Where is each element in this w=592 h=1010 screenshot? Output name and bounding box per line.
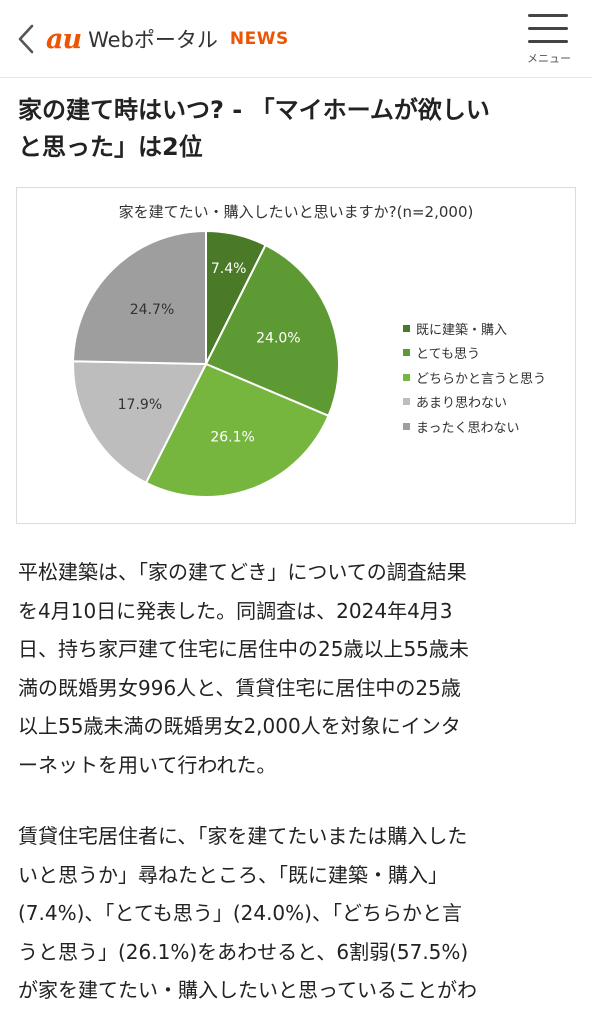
paragraph-line: 日、持ち家戸建て住宅に居住中の25歳以上55歳未	[18, 637, 469, 661]
menu-button[interactable]: メニュー	[520, 10, 578, 68]
pie-slice-label: 24.7%	[130, 302, 174, 318]
legend-item: とても思う	[403, 341, 546, 366]
pie-slice	[204, 243, 340, 418]
app-header: au Webポータル NEWS メニュー	[0, 0, 592, 78]
menu-label: メニュー	[527, 52, 571, 65]
article-title: 家の建て時はいつ? - 「マイホームが欲しい と思った」は2位	[18, 92, 578, 166]
pie-slice	[72, 360, 208, 485]
pie-chart: 7.4% 24.0% 26.1% 17.9% 24.7%	[72, 229, 340, 498]
logo-news: NEWS	[229, 29, 289, 49]
paragraph-line: (7.4%)、「とても思う」(24.0%)、「どちらかと言	[18, 901, 462, 925]
paragraph-line: を4月10日に発表した。同調査は、2024年4月3	[18, 598, 453, 623]
legend-label: まったく思わない	[416, 420, 520, 436]
article-title-line: 家の建て時はいつ? - 「マイホームが欲しい	[18, 96, 490, 124]
paragraph-line: うと思う」(26.1%)をあわせると、6割弱(57.5%)	[18, 939, 469, 964]
survey-chart: 家を建てたい・購入したいと思いますか?(n=2,000) 7.4% 24.0% 26…	[16, 187, 576, 524]
paragraph-line: 満の既婚男女996人と、賃貸住宅に居住中の25歳	[18, 675, 461, 700]
pie-slice	[72, 229, 207, 366]
pie-slice-label: 26.1%	[210, 429, 254, 445]
legend-item: 既に建築・購入	[403, 316, 546, 341]
paragraph-line: ーネットを用いて行われた。	[18, 752, 277, 777]
pie-slice-label: 7.4%	[211, 261, 247, 277]
article-paragraph-2: 賃貸住宅居住者に、「家を建てたいまたは購入した いと思うか」尋ねたところ、「既に建…	[18, 817, 580, 1010]
paragraph-line: 賃貸住宅居住者に、「家を建てたいまたは購入した	[18, 824, 468, 848]
legend-swatch	[403, 349, 410, 357]
legend-item: あまり思わない	[403, 390, 546, 415]
paragraph-line: 平松建築は、「家の建てどき」についての調査結果	[18, 560, 467, 584]
pie-slice-label: 17.9%	[118, 397, 162, 413]
back-button[interactable]	[12, 22, 42, 56]
hamburger-icon	[528, 40, 568, 43]
legend-swatch	[403, 373, 410, 381]
legend-swatch	[403, 324, 410, 332]
legend-swatch	[403, 422, 410, 430]
logo-portal: Webポータル	[88, 28, 218, 52]
legend-item: まったく思わない	[403, 414, 546, 439]
chart-legend: 既に建築・購入 とても思うどちらかと言うと思う あまり思わない まったく思わない	[403, 316, 546, 439]
pie-slice	[144, 362, 330, 498]
hamburger-icon	[528, 27, 568, 30]
legend-swatch	[403, 398, 410, 406]
paragraph-line: が家を建てたい・購入したいと思っていることがわ	[18, 978, 477, 1002]
logo-au: au	[46, 23, 82, 55]
chart-title: 家を建てたい・購入したいと思いますか?(n=2,000)	[118, 203, 474, 221]
article-title-line: と思った」は2位	[18, 133, 203, 161]
paragraph-line: いと思うか」尋ねたところ、「既に建築・購入」	[18, 862, 448, 887]
legend-label: とても思う	[416, 347, 480, 363]
legend-label: どちらかと言うと思う	[416, 371, 547, 387]
chevron-left-icon	[18, 24, 34, 54]
site-logo[interactable]: au Webポータル NEWS	[46, 22, 289, 56]
legend-label: あまり思わない	[416, 396, 508, 412]
paragraph-line: 以上55歳未満の既婚男女2,000人を対象にインタ	[18, 714, 461, 738]
article-paragraph-1: 平松建築は、「家の建てどき」についての調査結果 を4月10日に発表した。同調査は、…	[18, 553, 580, 784]
legend-item: どちらかと言うと思う	[403, 365, 546, 390]
legend-label: 既に建築・購入	[416, 322, 508, 338]
hamburger-icon	[528, 14, 568, 17]
pie-slice-label: 24.0%	[256, 330, 300, 346]
